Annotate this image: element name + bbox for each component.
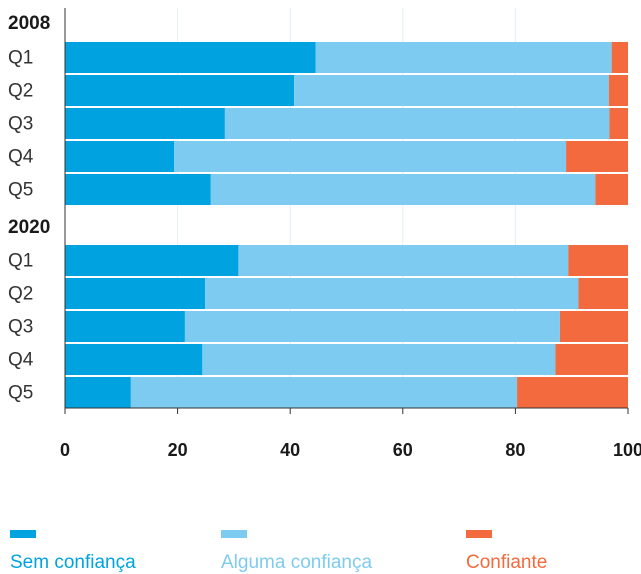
bar-segment [517,377,628,408]
bar-segment [315,42,612,73]
bar-segment [224,108,610,139]
bar-segment [205,278,579,309]
legend-item-confiante: Confiante [466,530,547,573]
category-label: Q2 [8,284,33,305]
legend-label-sem-confianca: Sem confiança [10,552,136,573]
legend: Sem confiança Alguma confiança Confiante [0,530,641,573]
category-label: Q2 [8,81,33,102]
category-label: Q5 [8,180,33,201]
bar-segment [555,344,628,375]
category-label: Q1 [8,48,33,69]
legend-swatch-alguma-confianca [221,530,247,538]
x-tick-label: 60 [393,440,413,460]
category-labels: 2008 Q1 Q2 Q3 Q4 Q5 2020 Q1 Q2 Q3 Q4 Q5 [8,13,50,404]
x-tick-label: 20 [168,440,188,460]
bar-segment [595,174,628,205]
category-label: Q4 [8,147,34,168]
bar-segment [65,75,295,106]
bar-segment [65,311,185,342]
legend-label-confiante: Confiante [466,552,548,573]
x-tick-label: 40 [280,440,300,460]
bar-segment [210,174,596,205]
legend-label-alguma-confianca: Alguma confiança [221,552,373,573]
bar-segment [202,344,556,375]
bar-segment [294,75,609,106]
bar-segment [65,42,316,73]
bar-segment [65,174,211,205]
bar-segment [608,75,628,106]
bar-segment [65,344,203,375]
bar-segment [174,141,567,172]
legend-item-sem-confianca: Sem confiança [10,530,136,573]
category-label: Q4 [8,350,34,371]
bar-segment [130,377,518,408]
bar-segment [184,311,560,342]
group-label: 2020 [8,217,50,238]
bar-segment [65,141,175,172]
x-axis-ticks: 0 20 40 60 80 100 [60,408,641,460]
bar-segment [65,245,239,276]
bar-segment [566,141,628,172]
bar-segment [65,278,206,309]
x-tick-label: 0 [60,440,70,460]
bar-segment [238,245,569,276]
category-label: Q5 [8,383,33,404]
bar-segment [65,108,225,139]
bar-segment [65,377,131,408]
bar-segment [609,108,628,139]
legend-swatch-sem-confianca [10,530,36,538]
x-tick-label: 80 [505,440,525,460]
category-label: Q3 [8,114,33,135]
x-tick-label: 100 [613,440,641,460]
bar-segment [568,245,628,276]
group-label: 2008 [8,13,50,34]
category-label: Q3 [8,317,33,338]
category-label: Q1 [8,251,33,272]
legend-swatch-confiante [466,530,492,538]
legend-item-alguma-confianca: Alguma confiança [221,530,372,573]
bars [65,42,628,408]
bar-segment [559,311,628,342]
bar-segment [611,42,628,73]
bar-segment [578,278,628,309]
